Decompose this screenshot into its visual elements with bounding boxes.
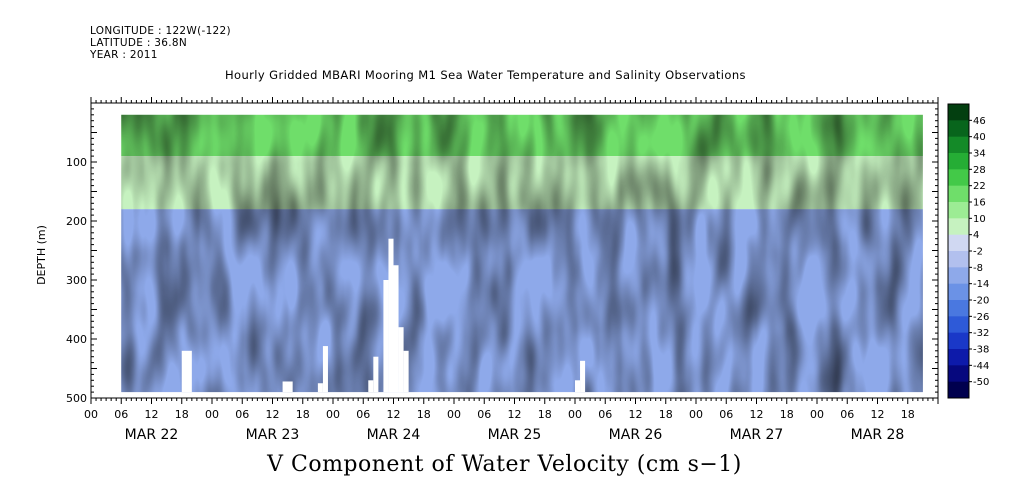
x-tick-label: 06: [114, 408, 128, 421]
missing-data-block: [181, 350, 192, 393]
colorbar-label: -32: [973, 328, 989, 339]
x-tick-label: 06: [840, 408, 854, 421]
x-tick-label: 18: [175, 408, 189, 421]
y-tick-label: 400: [66, 333, 87, 346]
x-tick-label: 00: [205, 408, 219, 421]
colorbar-swatch: [948, 234, 969, 252]
colorbar-swatch: [948, 218, 969, 236]
year-label: YEAR : 2011: [90, 49, 158, 61]
x-tick-label: 12: [871, 408, 885, 421]
colorbar-swatch: [948, 153, 969, 170]
colorbar-swatch: [948, 267, 969, 285]
colorbar-label: 46: [973, 116, 986, 127]
missing-data-block: [383, 280, 389, 393]
colorbar-swatch: [948, 185, 969, 203]
y-tick-label: 500: [66, 392, 87, 405]
heatmap-area: [121, 114, 923, 393]
colorbar-label: 28: [973, 165, 986, 176]
x-date-label: MAR 27: [730, 427, 784, 443]
y-tick-label: 200: [66, 215, 87, 228]
y-axis-label: DEPTH (m): [35, 225, 48, 285]
colorbar-label: -20: [973, 296, 989, 307]
colorbar-label: 34: [973, 149, 986, 160]
x-date-label: MAR 23: [246, 427, 300, 443]
x-tick-label: 06: [477, 408, 491, 421]
x-tick-label: 12: [629, 408, 643, 421]
colorbar-swatch: [948, 300, 969, 317]
x-tick-label: 00: [689, 408, 703, 421]
chart-title: Hourly Gridded MBARI Mooring M1 Sea Wate…: [225, 68, 746, 82]
colorbar-swatch: [948, 120, 969, 138]
missing-data-block: [317, 383, 323, 393]
colorbar-swatch: [948, 169, 969, 187]
colorbar-label: 40: [973, 132, 986, 143]
longitude-label: LONGITUDE : 122W(-122): [90, 25, 231, 37]
x-tick-label: 00: [810, 408, 824, 421]
x-tick-label: 18: [780, 408, 794, 421]
x-date-label: MAR 22: [125, 427, 179, 443]
x-tick-label: 00: [326, 408, 340, 421]
colorbar-swatch: [948, 251, 969, 268]
x-tick-label: 12: [145, 408, 159, 421]
missing-data-block: [368, 380, 374, 393]
variable-title: V Component of Water Velocity (cm s−1): [267, 452, 742, 477]
missing-data-block: [282, 381, 293, 393]
missing-data-block: [393, 265, 399, 393]
colorbar-swatch: [948, 349, 969, 366]
x-date-label: MAR 26: [609, 427, 663, 443]
x-tick-label: 00: [447, 408, 461, 421]
missing-data-block: [388, 238, 394, 393]
colorbar-label: 4: [973, 230, 979, 241]
colorbar-label: -50: [973, 377, 989, 388]
latitude-label: LATITUDE : 36.8N: [90, 37, 188, 49]
x-tick-label: 18: [901, 408, 915, 421]
x-date-label: MAR 24: [367, 427, 421, 443]
colorbar-label: 10: [973, 214, 986, 225]
x-tick-label: 06: [598, 408, 612, 421]
colorbar-label: -26: [973, 312, 989, 323]
colorbar-label: -14: [973, 279, 989, 290]
colorbar-swatch: [948, 316, 969, 334]
missing-data-block: [575, 380, 581, 393]
missing-data-block: [322, 346, 328, 393]
x-tick-label: 00: [568, 408, 582, 421]
axes: 00 06 12 18 00 06 12 18 00 06 12 18 00 06 12 18 00 06 12 18…: [66, 97, 939, 443]
colorbar-swatch: [948, 381, 969, 399]
colorbar-label: -44: [973, 361, 989, 372]
x-tick-label: 18: [659, 408, 673, 421]
y-tick-label: 100: [66, 156, 87, 169]
colorbar-swatch: [948, 283, 969, 301]
colorbar-label: -2: [973, 247, 983, 258]
x-tick-label: 18: [296, 408, 310, 421]
colorbar-label: -8: [973, 263, 983, 274]
x-tick-label: 12: [508, 408, 522, 421]
x-tick-label: 06: [719, 408, 733, 421]
missing-data-block: [403, 350, 409, 393]
x-date-label: MAR 28: [851, 427, 905, 443]
missing-data-block: [580, 360, 586, 393]
x-tick-label: 06: [356, 408, 370, 421]
missing-data-block: [398, 327, 404, 393]
colorbar-swatch: [948, 136, 969, 154]
colorbar-swatch: [948, 365, 969, 383]
x-date-label: MAR 25: [488, 427, 542, 443]
x-tick-label: 12: [750, 408, 764, 421]
x-tick-label: 18: [538, 408, 552, 421]
x-tick-label: 18: [417, 408, 431, 421]
colorbar: 46 40 34 28 22 16 10 4 -2 -8 -14 -20 -26 -32 -38 -44 -50: [947, 103, 989, 399]
colorbar-label: -38: [973, 345, 989, 356]
x-tick-label: 12: [387, 408, 401, 421]
x-tick-label: 12: [266, 408, 280, 421]
missing-data-block: [373, 356, 379, 393]
colorbar-swatch: [948, 104, 969, 121]
x-tick-label: 00: [84, 408, 98, 421]
colorbar-label: 16: [973, 198, 986, 209]
colorbar-label: 22: [973, 181, 986, 192]
colorbar-swatch: [948, 332, 969, 350]
x-tick-label: 06: [235, 408, 249, 421]
colorbar-swatch: [948, 202, 969, 219]
heatmap-texture: [121, 114, 923, 393]
y-tick-label: 300: [66, 274, 87, 287]
